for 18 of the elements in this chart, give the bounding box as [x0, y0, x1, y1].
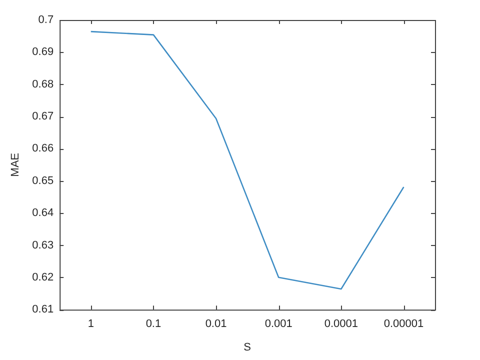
y-tick-label: 0.7: [38, 14, 54, 26]
y-tick-label: 0.64: [32, 207, 54, 220]
x-tick-label: 0.001: [264, 318, 292, 330]
x-axis-title: S: [244, 341, 251, 354]
x-tick-label: 0.1: [146, 318, 162, 330]
y-axis-title: MAE: [10, 152, 22, 177]
y-tick-label: 0.66: [32, 142, 54, 155]
y-tick-label: 0.67: [32, 110, 54, 123]
x-tick-label: 0.0001: [324, 318, 358, 330]
y-tick-label: 0.63: [32, 239, 54, 252]
x-tick-label: 1: [88, 318, 94, 330]
y-tick-label: 0.62: [32, 271, 54, 284]
x-tick-label: 0.00001: [384, 318, 424, 330]
y-tick-label: 0.61: [32, 304, 54, 316]
y-tick-label: 0.65: [32, 174, 54, 187]
x-tick-label: 0.01: [205, 318, 227, 330]
y-tick-label: 0.68: [32, 78, 54, 90]
y-tick-label: 0.69: [32, 46, 54, 58]
